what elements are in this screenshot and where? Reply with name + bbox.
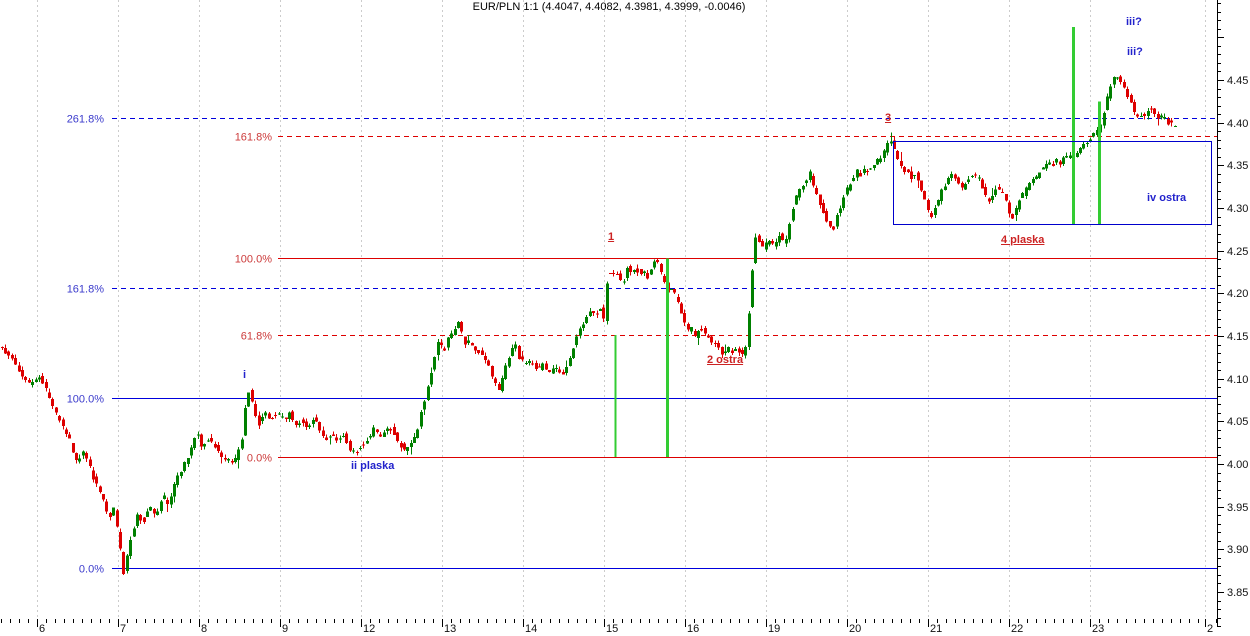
x-axis-day-label: 6	[39, 623, 45, 635]
y-axis-price-label: 3.90	[1227, 544, 1248, 556]
x-axis-day-label: 2	[1207, 623, 1213, 635]
y-axis-price-label: 4.05	[1227, 416, 1248, 428]
fib-retracement-blue-label: 261.8%	[67, 114, 105, 126]
x-axis-day-label: 20	[849, 623, 861, 635]
y-axis-price-label: 4.00	[1227, 459, 1248, 471]
fib-retracement-blue-label: 100.0%	[67, 394, 105, 406]
wave-label-iii-[interactable]: iii?	[1127, 46, 1143, 58]
wave-label-i[interactable]: i	[243, 369, 247, 381]
fib-retracement-blue-label: 161.8%	[67, 284, 105, 296]
fib-retracement-red[interactable]: 0.0% 61.8% 100.0% 161.8%	[235, 132, 1217, 465]
x-axis-day-label: 12	[363, 623, 375, 635]
y-axis[interactable]: 4.45 4.40 4.35 4.30 4.25 4.20 4.15 4.10 4.05 4.00…	[1217, 0, 1249, 627]
y-axis-price-label: 4.40	[1227, 118, 1248, 130]
day-gridlines	[37, 0, 1206, 617]
impulse-span-markers[interactable]	[614, 27, 1101, 458]
y-axis-price-label: 3.85	[1227, 587, 1248, 599]
fib-retracement-blue-label: 0.0%	[79, 564, 104, 576]
x-axis-day-label: 15	[606, 623, 618, 635]
x-axis-day-label: 9	[282, 623, 288, 635]
wave4-consolidation-box[interactable]	[892, 140, 1213, 226]
fib-retracement-red-label: 161.8%	[235, 132, 273, 144]
wave-label-ii-plaska[interactable]: ii plaska	[351, 460, 395, 472]
wave-label-2-ostra[interactable]: 2 ostra	[707, 354, 744, 366]
fib-retracement-red-label: 100.0%	[235, 254, 273, 266]
y-axis-price-label: 4.10	[1227, 374, 1248, 386]
fib-retracement-red-label: 61.8%	[241, 331, 272, 343]
x-axis-day-label: 16	[687, 623, 699, 635]
wave-label-1[interactable]: 1	[608, 231, 615, 243]
y-axis-price-label: 4.15	[1227, 331, 1248, 343]
wave-label-4-plaska[interactable]: 4 plaska	[1001, 234, 1045, 246]
x-axis-day-label: 7	[120, 623, 126, 635]
y-axis-price-label: 4.30	[1227, 203, 1248, 215]
consolidation-rect[interactable]	[892, 140, 1213, 226]
fib-retracement-red-label: 0.0%	[247, 453, 272, 465]
x-axis-day-label: 21	[930, 623, 942, 635]
x-axis-day-label: 8	[201, 623, 207, 635]
y-axis-price-label: 4.35	[1227, 160, 1248, 172]
x-axis-day-label: 14	[525, 623, 537, 635]
wave-label-iv-ostra[interactable]: iv ostra	[1147, 192, 1187, 204]
x-axis-day-label: 23	[1092, 623, 1104, 635]
y-axis-price-label: 4.45	[1227, 75, 1248, 87]
x-axis-day-label: 22	[1011, 623, 1023, 635]
wave-label-3[interactable]: 3	[885, 112, 892, 124]
y-axis-price-label: 4.20	[1227, 288, 1248, 300]
y-axis-price-label: 3.95	[1227, 502, 1248, 514]
x-axis[interactable]: 6 7 8 9 12 13 14 15 16 19 20 21 22 23 2	[1, 619, 1217, 635]
candlestick-series	[1, 74, 1177, 575]
x-axis-day-label: 19	[768, 623, 780, 635]
wave-label-iii-[interactable]: iii?	[1126, 16, 1142, 28]
y-axis-price-label: 4.25	[1227, 246, 1248, 258]
fib-retracement-blue[interactable]: 0.0%100.0%161.8%261.8%	[67, 114, 1217, 576]
x-axis-day-label: 13	[444, 623, 456, 635]
chart-title: EUR/PLN 1:1 (4.4047, 4.4082, 4.3981, 4.3…	[472, 1, 746, 13]
